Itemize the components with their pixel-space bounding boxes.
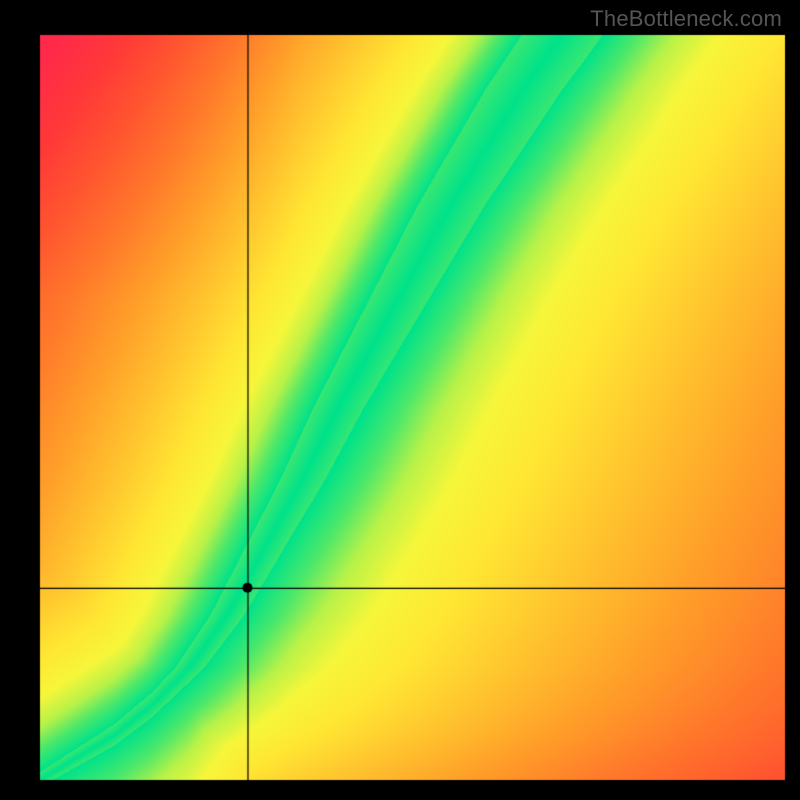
chart-container: TheBottleneck.com xyxy=(0,0,800,800)
watermark-text: TheBottleneck.com xyxy=(590,6,782,32)
bottleneck-heatmap xyxy=(0,0,800,800)
